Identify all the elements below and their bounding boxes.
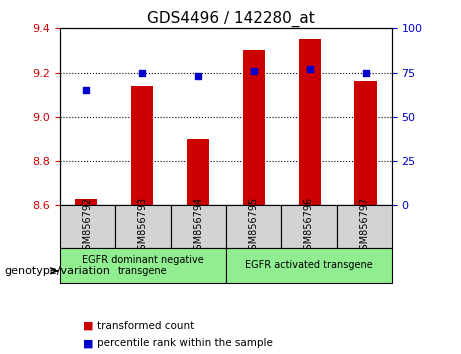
FancyBboxPatch shape (226, 248, 392, 283)
Text: ■: ■ (83, 338, 94, 348)
Text: transformed count: transformed count (97, 321, 194, 331)
Point (362, 70, 369, 75)
Text: GSM856792: GSM856792 (83, 197, 93, 256)
Point (138, 70, 146, 75)
Point (306, 66, 313, 72)
FancyBboxPatch shape (60, 205, 115, 248)
Text: percentile rank within the sample: percentile rank within the sample (97, 338, 273, 348)
Point (194, 73, 201, 79)
Text: GSM856797: GSM856797 (359, 197, 369, 256)
Bar (299, 39, 321, 205)
Text: EGFR dominant negative
transgene: EGFR dominant negative transgene (82, 255, 204, 276)
Text: genotype/variation: genotype/variation (5, 266, 111, 276)
FancyBboxPatch shape (171, 205, 226, 248)
Bar (242, 50, 265, 205)
Text: GSM856794: GSM856794 (193, 197, 203, 256)
Text: EGFR activated transgene: EGFR activated transgene (245, 261, 373, 270)
Text: GSM856795: GSM856795 (248, 197, 259, 256)
Text: GDS4496 / 142280_at: GDS4496 / 142280_at (147, 11, 314, 27)
Text: GSM856796: GSM856796 (304, 197, 314, 256)
FancyBboxPatch shape (60, 248, 226, 283)
Bar (131, 86, 153, 205)
FancyBboxPatch shape (281, 205, 337, 248)
Text: ■: ■ (83, 321, 94, 331)
Point (250, 68, 258, 74)
Point (83, 87, 90, 93)
FancyBboxPatch shape (337, 205, 392, 248)
Text: GSM856793: GSM856793 (138, 197, 148, 256)
Bar (355, 81, 377, 205)
Bar (187, 139, 209, 205)
FancyBboxPatch shape (115, 205, 171, 248)
FancyBboxPatch shape (226, 205, 281, 248)
Bar (75, 199, 97, 205)
